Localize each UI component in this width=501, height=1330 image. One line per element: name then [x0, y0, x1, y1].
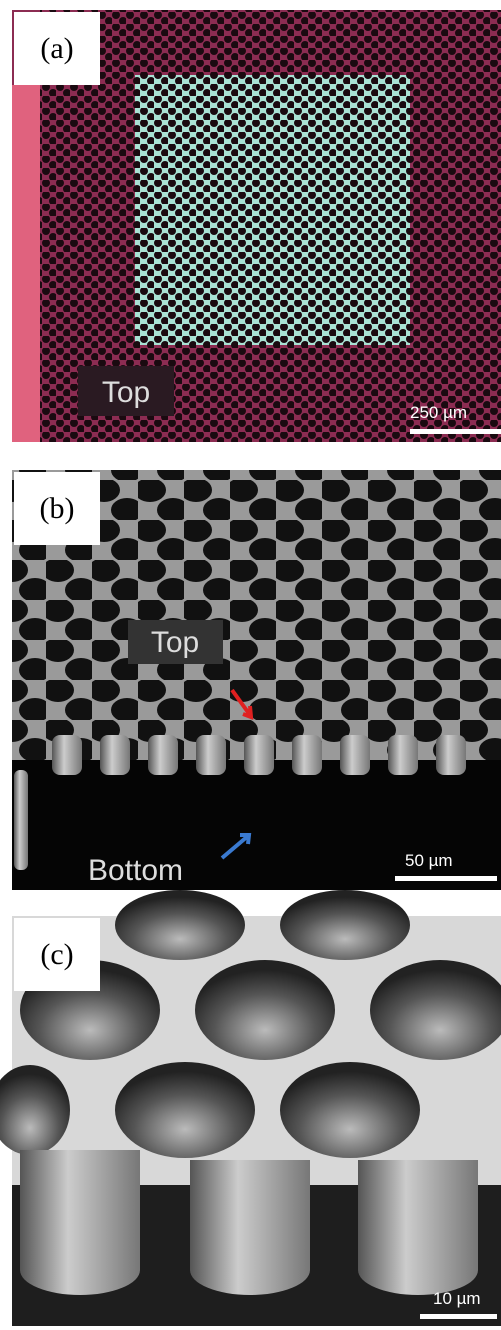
scale-label: 50 µm	[405, 851, 453, 870]
cylinders	[20, 1150, 478, 1295]
annotation: Bottom	[88, 854, 183, 887]
figure: (a) Top 250 µm (b) Top Bottom 50 µm	[0, 0, 501, 1330]
panel-a: (a) Top 250 µm	[12, 10, 501, 442]
scale-bar	[395, 876, 497, 881]
panel-b: (b) Top Bottom 50 µm	[12, 470, 501, 890]
page: (a) Top 250 µm (b) Top Bottom 50 µm	[0, 0, 501, 1330]
panel-label: (a)	[40, 32, 73, 65]
scale-label: 250 µm	[410, 403, 467, 422]
panel-c: (c) 10 µm	[0, 890, 501, 1326]
annotation: Top	[102, 376, 150, 409]
substrate-shadow	[12, 760, 501, 890]
panel-label: (b)	[40, 492, 75, 525]
edge-strip	[12, 85, 40, 442]
annotation: Top	[151, 626, 199, 659]
scale-bar	[420, 1314, 497, 1319]
panel-label: (c)	[40, 938, 73, 971]
scale-label: 10 µm	[433, 1289, 481, 1308]
scale-bar	[410, 429, 501, 434]
